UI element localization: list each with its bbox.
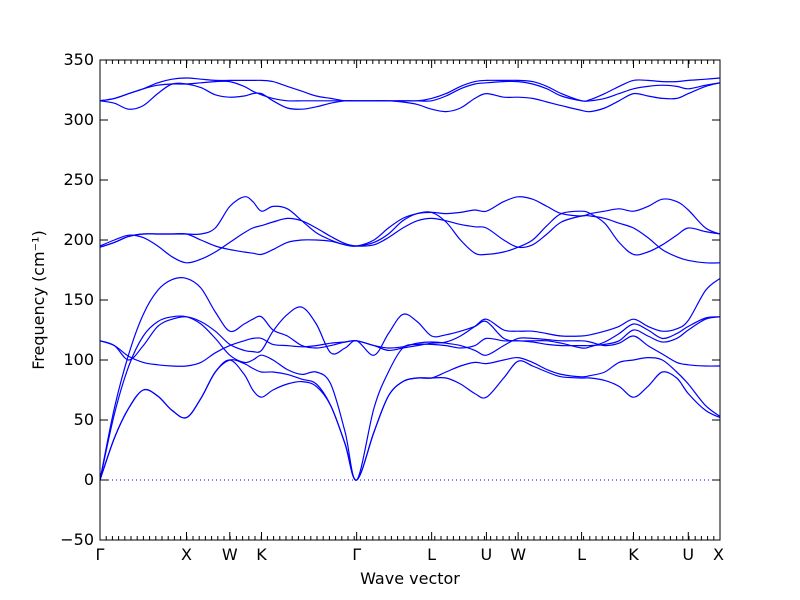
band-lines [99, 77, 721, 481]
x-tick-label: L [427, 545, 436, 564]
y-tick-label: 200 [63, 230, 94, 249]
x-tick-label: L [577, 545, 586, 564]
band-line-6 [99, 306, 721, 361]
band-line-5 [99, 335, 721, 367]
band-line-7 [99, 196, 721, 248]
y-tick-label: 100 [63, 350, 94, 369]
y-tick-labels: −50 0 50 100 150 200 250 300 350 [60, 50, 94, 549]
band-line-12 [99, 77, 721, 102]
x-tick-label: X [181, 545, 192, 564]
y-tick-label: 150 [63, 290, 94, 309]
y-tick-label: 50 [74, 410, 94, 429]
y-tick-label: 0 [84, 470, 94, 489]
y-tick-label: 300 [63, 110, 94, 129]
band-line-11 [99, 80, 721, 102]
x-tick-label: Γ [96, 545, 105, 564]
band-line-10 [99, 82, 721, 113]
x-tick-label: K [628, 545, 639, 564]
band-line-1 [99, 359, 721, 481]
x-tick-label: Γ [352, 545, 361, 564]
y-tick-label: 350 [63, 50, 94, 69]
x-tick-label: U [682, 545, 694, 564]
x-tick-label: W [510, 545, 526, 564]
axis-ticks [99, 59, 721, 541]
x-tick-label: X [713, 545, 724, 564]
band-line-3 [99, 315, 721, 481]
x-tick-label: K [256, 545, 267, 564]
band-line-2 [99, 356, 721, 481]
plot-frame [99, 59, 721, 541]
x-axis-label: Wave vector [360, 569, 460, 588]
x-tick-label: U [481, 545, 493, 564]
y-tick-label: −50 [60, 530, 94, 549]
band-line-9 [99, 214, 721, 264]
band-line-8 [99, 210, 721, 256]
band-line-4 [99, 277, 721, 481]
x-tick-label: W [222, 545, 238, 564]
y-axis-label: Frequency (cm⁻¹) [29, 230, 48, 369]
y-tick-label: 250 [63, 170, 94, 189]
